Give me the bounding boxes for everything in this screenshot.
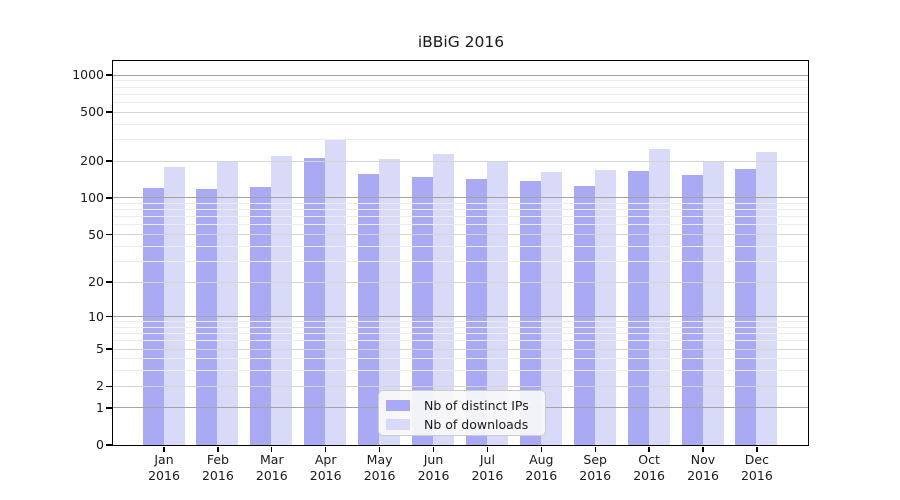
y-axis-tick-mark [106, 160, 112, 162]
legend-row: Nb of distinct IPs [386, 396, 538, 415]
x-axis-tick-mark [540, 446, 542, 452]
y-axis-tick-label: 0 [96, 437, 104, 452]
y-axis-tick-mark [106, 233, 112, 236]
x-axis-tick-mark [702, 446, 704, 452]
x-axis-tick-mark [594, 446, 596, 452]
chart-title: iBBiG 2016 [417, 33, 505, 51]
y-axis-tick-mark [106, 281, 112, 283]
bars-layer [113, 61, 808, 445]
y-axis-tick-label: 2 [96, 378, 104, 394]
y-axis-tick-mark [106, 111, 112, 113]
x-axis-tick-label: Apr 2016 [309, 452, 342, 483]
bar-downloads [325, 139, 347, 445]
x-axis-tick-mark [486, 446, 489, 452]
legend-label-downloads: Nb of downloads [424, 416, 529, 432]
bar-distinct-ips [142, 188, 164, 445]
bar-downloads [379, 158, 401, 445]
x-axis-tick-label: Nov 2016 [687, 452, 719, 483]
y-axis-tick-label: 10 [88, 308, 104, 324]
bar-distinct-ips [519, 181, 541, 445]
bar-downloads [486, 161, 508, 445]
y-axis-tick-label: 5 [96, 341, 104, 357]
y-axis-tick-mark [106, 197, 112, 199]
bar-downloads [594, 170, 616, 445]
y-axis-tick-mark [106, 315, 112, 318]
x-axis-tick-mark [648, 446, 650, 452]
x-axis-tick-mark [271, 446, 273, 452]
y-axis-tick-mark [106, 74, 112, 76]
plot-area: Nb of distinct IPs Nb of downloads [112, 59, 809, 446]
x-axis-tick-mark [378, 446, 381, 452]
y-axis-tick-label: 50 [88, 226, 104, 242]
legend-swatch-ips [386, 399, 410, 411]
bar-downloads [756, 152, 778, 445]
legend-swatch-downloads [386, 418, 410, 430]
x-axis-tick-label: May 2016 [363, 452, 396, 483]
bar-distinct-ips [196, 189, 218, 445]
x-axis-tick-mark [163, 446, 165, 452]
x-axis-tick-label: Mar 2016 [255, 452, 288, 483]
x-axis-tick-label: Feb 2016 [201, 452, 234, 483]
bar-distinct-ips [465, 179, 487, 445]
legend: Nb of distinct IPs Nb of downloads [378, 389, 546, 436]
y-axis-tick-label: 20 [88, 274, 104, 289]
bar-downloads [163, 167, 185, 445]
bar-distinct-ips [250, 187, 272, 445]
bar-downloads [271, 155, 293, 445]
bar-downloads [217, 160, 239, 445]
x-axis-tick-label: Jan 2016 [148, 452, 180, 483]
y-axis-tick-label: 500 [80, 104, 104, 120]
x-axis-tick-mark [325, 446, 327, 452]
bar-distinct-ips [627, 170, 649, 445]
x-axis-tick-mark [432, 446, 435, 452]
bar-distinct-ips [304, 158, 326, 445]
x-axis-tick-label: Aug 2016 [525, 452, 558, 483]
x-axis-tick-label: Jun 2016 [417, 452, 450, 483]
legend-label-ips: Nb of distinct IPs [424, 397, 529, 413]
x-axis-tick-label: Jul 2016 [471, 452, 504, 483]
legend-row: Nb of downloads [386, 415, 538, 434]
bar-downloads [702, 162, 724, 445]
x-axis-tick-label: Oct 2016 [633, 452, 665, 483]
y-axis-tick-label: 100 [80, 189, 104, 205]
x-axis-tick-label: Dec 2016 [740, 452, 773, 483]
y-axis-tick-label: 1 [96, 399, 104, 415]
bar-distinct-ips [412, 176, 433, 445]
y-axis-tick-mark [106, 348, 112, 350]
y-axis-tick-mark [106, 407, 112, 409]
bar-distinct-ips [681, 174, 703, 445]
x-axis-tick-mark [217, 446, 219, 452]
bar-downloads [433, 153, 454, 445]
bar-distinct-ips [358, 174, 380, 445]
y-axis-tick-label: 200 [80, 153, 104, 168]
x-axis-tick-label: Sep 2016 [579, 452, 612, 483]
bar-distinct-ips [573, 186, 595, 445]
y-axis-tick-mark [106, 385, 112, 387]
x-axis-tick-mark [756, 446, 758, 452]
bar-downloads [540, 172, 562, 445]
y-axis-tick-mark [106, 444, 112, 446]
bar-distinct-ips [735, 169, 757, 445]
bar-downloads [648, 149, 670, 445]
y-axis-tick-label: 1000 [72, 67, 104, 82]
